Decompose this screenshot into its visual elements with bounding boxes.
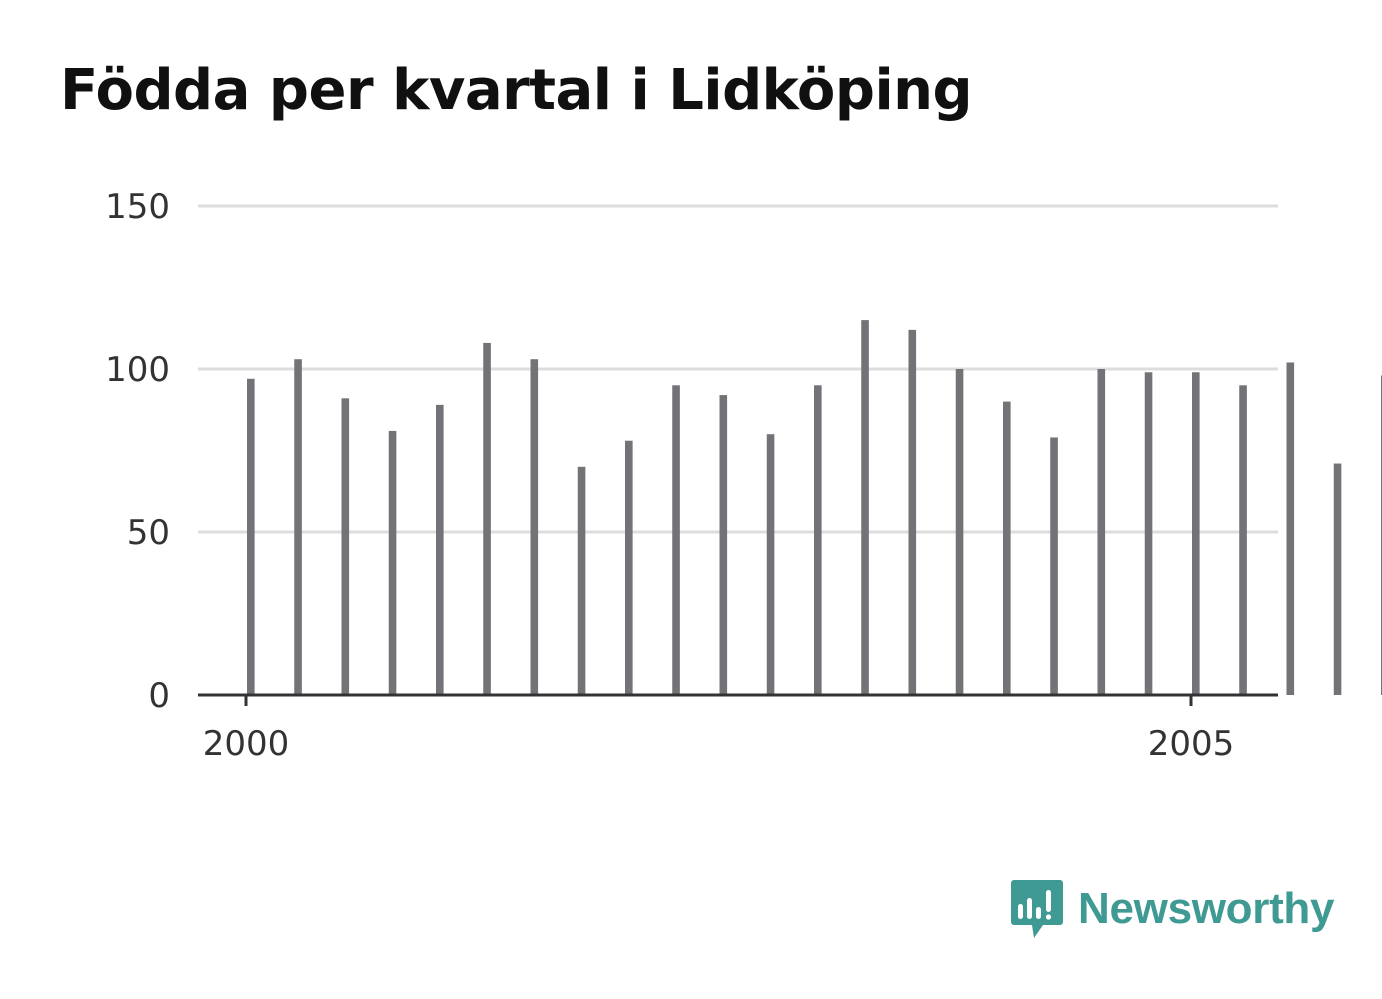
bars [247,320,1382,695]
bar [766,434,775,695]
y-tick-label: 100 [105,350,170,390]
bar [1286,362,1295,695]
y-tick-label: 0 [148,676,170,716]
chart-title: Födda per kvartal i Lidköping [60,58,973,123]
bar [1097,369,1106,695]
bar [672,385,680,695]
bar [436,404,444,695]
bar [388,430,397,695]
bar [577,466,586,695]
brand-name: Newsworthy [1078,884,1335,933]
bar [530,359,539,695]
x-tick-label: 2000 [203,724,290,764]
bar [1192,372,1200,695]
bar [861,320,869,695]
newsworthy-logo-icon [1011,880,1063,938]
bar [247,378,255,695]
bar [1003,401,1011,695]
bar [625,440,633,695]
x-tick-label: 2005 [1148,724,1235,764]
bar [814,385,822,695]
grid-lines [198,204,1278,534]
bar [908,329,917,695]
axes [198,693,1278,706]
bar [1333,463,1342,695]
newsworthy-logo: Newsworthy [1010,878,1334,940]
bar [1239,385,1247,695]
bar [719,395,728,695]
bar [1144,372,1153,695]
bar [955,369,964,695]
y-tick-label: 50 [127,513,170,553]
bar [341,398,350,695]
labels: 05010015076200020052010201520202025 [105,187,1235,764]
y-tick-label: 150 [105,187,170,227]
bar [483,342,491,695]
bar [294,359,302,695]
bar [1050,437,1058,695]
